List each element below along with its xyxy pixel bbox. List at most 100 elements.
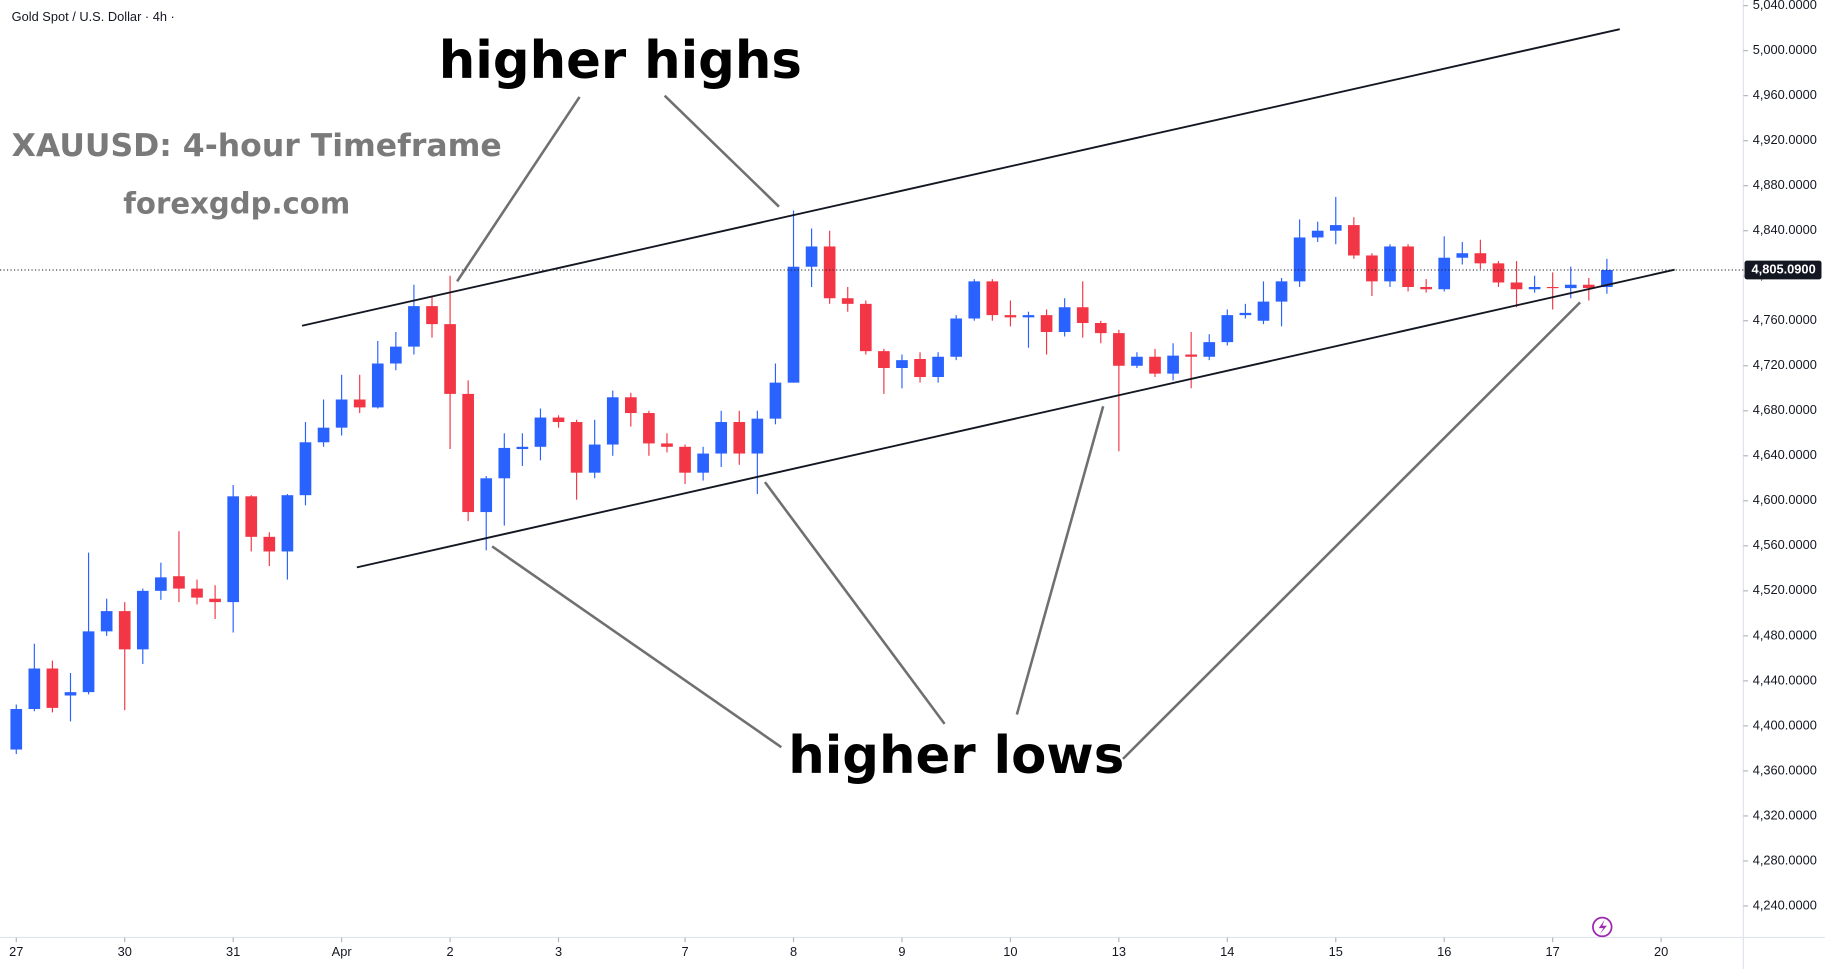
candle-body bbox=[227, 496, 240, 603]
candle-body bbox=[1040, 315, 1053, 333]
candle-body bbox=[1420, 286, 1432, 290]
candle-body bbox=[1546, 286, 1559, 289]
arrow-line bbox=[763, 481, 946, 725]
candle-body bbox=[1438, 257, 1451, 290]
candle-body bbox=[1004, 315, 1017, 318]
candle-body bbox=[516, 446, 529, 450]
candle-body bbox=[950, 318, 963, 357]
candle-body bbox=[245, 496, 258, 537]
candle-body bbox=[841, 298, 854, 304]
arrow-line bbox=[663, 94, 780, 208]
candle-body bbox=[155, 577, 167, 591]
x-tick-label: 16 bbox=[1437, 944, 1451, 959]
y-tick-label: 4,440.0000 bbox=[1753, 672, 1817, 687]
candle-body bbox=[1203, 342, 1216, 357]
candle-body bbox=[1058, 307, 1071, 333]
candle-body bbox=[986, 281, 999, 316]
icon-bolt[interactable] bbox=[1598, 919, 1607, 934]
candle-body bbox=[353, 399, 366, 408]
y-tick-label: 4,600.0000 bbox=[1753, 492, 1817, 507]
candle-body bbox=[1510, 282, 1523, 290]
candle-body bbox=[1293, 237, 1306, 282]
candle-body bbox=[173, 576, 185, 589]
lower-trend-line bbox=[356, 268, 1675, 569]
x-tick-label: 9 bbox=[898, 944, 905, 959]
candle-body bbox=[914, 359, 926, 378]
annotation-higher-highs: higher highs bbox=[439, 31, 802, 91]
y-tick-label: 4,280.0000 bbox=[1753, 852, 1817, 867]
x-tick-label: 27 bbox=[9, 944, 23, 959]
candle-body bbox=[787, 266, 800, 383]
candle-body bbox=[1239, 312, 1252, 316]
y-tick-label: 4,320.0000 bbox=[1753, 807, 1817, 822]
candle-body bbox=[932, 356, 944, 378]
icon-circle[interactable] bbox=[1592, 916, 1613, 938]
candle-body bbox=[444, 324, 456, 394]
candle-body bbox=[1366, 255, 1378, 282]
candle-body bbox=[534, 417, 547, 447]
upper-trend-line bbox=[301, 28, 1620, 327]
candle-body bbox=[1528, 286, 1541, 290]
x-tick-label: Apr bbox=[332, 944, 353, 959]
arrow-line bbox=[1015, 405, 1105, 715]
candle-body bbox=[390, 346, 402, 364]
candle-body bbox=[1257, 301, 1270, 321]
x-tick-label: 7 bbox=[681, 944, 688, 959]
candle-body bbox=[1329, 225, 1342, 231]
candle-body bbox=[480, 478, 493, 513]
candle-body bbox=[426, 306, 438, 325]
lightning-icon[interactable] bbox=[1592, 916, 1613, 938]
candle-body bbox=[28, 668, 41, 710]
arrows bbox=[456, 94, 1582, 760]
y-tick-label: 5,040.0000 bbox=[1753, 0, 1817, 12]
candle-body bbox=[1113, 333, 1125, 366]
candle-body bbox=[335, 399, 348, 428]
candle-body bbox=[606, 397, 619, 445]
y-tick-label: 4,760.0000 bbox=[1753, 312, 1817, 327]
candle-body bbox=[769, 382, 782, 419]
x-tick-label: 13 bbox=[1112, 944, 1126, 959]
candle-body bbox=[281, 495, 294, 552]
x-tick-label: 3 bbox=[555, 944, 562, 959]
candle-body bbox=[1601, 270, 1613, 287]
candle-body bbox=[100, 611, 113, 632]
y-tick-label: 4,920.0000 bbox=[1753, 132, 1817, 147]
candle-body bbox=[661, 443, 673, 447]
candle-body bbox=[1564, 284, 1577, 289]
y-tick-label: 4,640.0000 bbox=[1753, 447, 1817, 462]
candle-body bbox=[715, 422, 728, 454]
candle-body bbox=[1221, 315, 1234, 343]
x-tick-label: 17 bbox=[1546, 944, 1560, 959]
y-tick-label: 4,480.0000 bbox=[1753, 627, 1817, 642]
candle-body bbox=[552, 417, 565, 423]
candle-body bbox=[408, 306, 420, 347]
candle-body bbox=[371, 363, 384, 408]
candle-body bbox=[263, 536, 276, 552]
candle-body bbox=[1384, 246, 1396, 282]
candle-body bbox=[878, 351, 890, 369]
x-tick-label: 31 bbox=[226, 944, 240, 959]
x-tick-label: 30 bbox=[118, 944, 132, 959]
candle-body bbox=[643, 413, 655, 444]
candle-body bbox=[136, 590, 149, 650]
x-tick-label: 2 bbox=[447, 944, 454, 959]
candle-body bbox=[1275, 281, 1288, 302]
annotation-timeframe: XAUUSD: 4-hour Timeframe bbox=[12, 128, 502, 164]
candle-body bbox=[1402, 246, 1414, 287]
candle-body bbox=[588, 444, 601, 473]
candle-body bbox=[1131, 356, 1143, 366]
candle-body bbox=[968, 281, 981, 319]
candle-body bbox=[859, 303, 872, 352]
candle-body bbox=[118, 611, 131, 650]
y-tick-label: 4,400.0000 bbox=[1753, 717, 1817, 732]
annotation-higher-lows: higher lows bbox=[788, 726, 1124, 786]
candle-body bbox=[10, 709, 23, 750]
x-tick-label: 10 bbox=[1003, 944, 1017, 959]
candle-body bbox=[1582, 284, 1595, 289]
candle-body bbox=[896, 360, 908, 369]
candle-body bbox=[1167, 355, 1179, 374]
candle-body bbox=[823, 246, 836, 299]
arrow-line bbox=[456, 96, 581, 283]
y-tick-label: 4,360.0000 bbox=[1753, 762, 1817, 777]
